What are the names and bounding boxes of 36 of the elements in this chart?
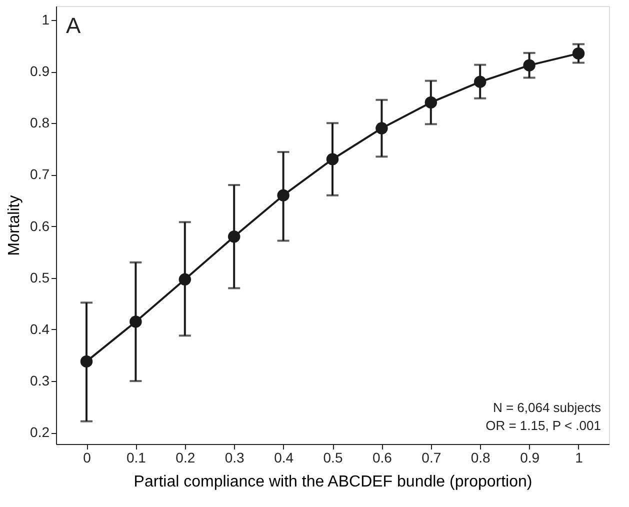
point [130, 316, 142, 328]
annotation: A [66, 13, 81, 38]
y-tick-label: 0.9 [30, 63, 50, 80]
annotation: OR = 1.15, P < .001 [486, 418, 601, 433]
point [326, 153, 339, 166]
x-axis-title: Partial compliance with the ABCDEF bundle (proportion) [134, 474, 532, 490]
x-tick-label: 0.9 [520, 450, 540, 466]
y-tick-label: 0.8 [30, 114, 50, 131]
x-tick-label: 1 [575, 450, 584, 466]
y-tick-label: 0.4 [30, 320, 50, 337]
x-tick-label: 0.8 [470, 450, 491, 466]
point [178, 273, 192, 286]
y-tick-label: 0.6 [30, 218, 50, 234]
x-tick-label: 0.7 [422, 450, 442, 466]
y-tick-label: 1 [42, 11, 50, 28]
x-tick-label: 0 [83, 450, 92, 466]
point [474, 76, 486, 88]
point [277, 189, 290, 202]
x-tick-label: 0.4 [274, 450, 294, 466]
y-tick-label: 0.7 [30, 166, 50, 182]
y-tick-label: 0.5 [30, 269, 50, 286]
x-tick-label: 0.3 [224, 450, 245, 466]
annotation: N = 6,064 subjects [492, 400, 602, 415]
y-tick-label: 0.2 [30, 424, 50, 440]
point [80, 355, 93, 368]
x-tick-label: 0.2 [176, 450, 196, 466]
y-tick-label: 0.3 [30, 372, 50, 389]
point [424, 96, 438, 109]
point [572, 47, 585, 60]
point [228, 230, 240, 243]
x-tick-label: 0.6 [372, 450, 392, 466]
x-tick-label: 0.1 [126, 450, 146, 466]
point [523, 59, 536, 72]
y-axis-title: Mortality [6, 195, 24, 256]
point [376, 122, 388, 134]
x-tick-label: 0.5 [323, 450, 343, 466]
